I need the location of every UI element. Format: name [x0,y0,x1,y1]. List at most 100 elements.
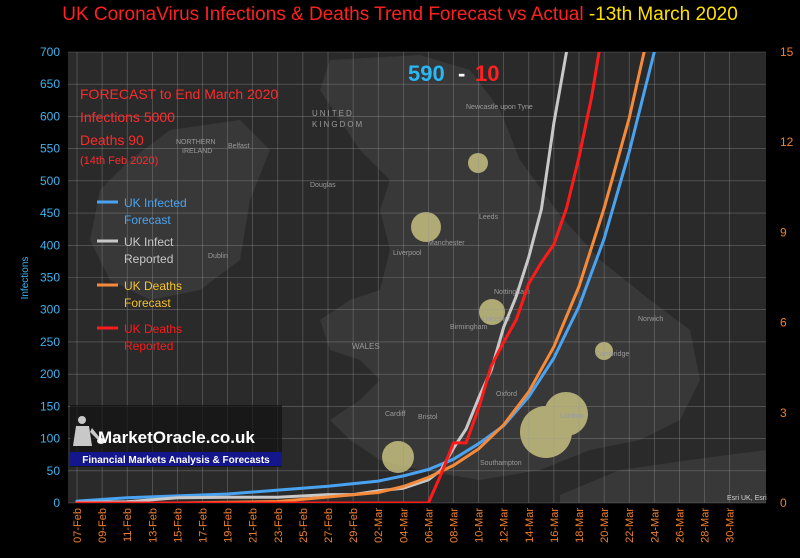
map-label: Cambridge [595,351,629,358]
legend-label: Reported [124,339,173,353]
y-tick-label: 250 [40,335,60,349]
y2-tick-label: 15 [780,45,794,59]
x-tick-label: 18-Mar [574,508,586,543]
x-tick-label: 04-Mar [398,508,410,543]
x-tick-label: 09-Feb [97,508,109,543]
y-tick-label: 200 [40,367,60,381]
logo-figure-icon [73,416,105,446]
x-tick-label: 11-Feb [122,508,134,542]
forecast-line-1: FORECAST to End March 2020 [80,86,278,102]
data-point [327,502,329,503]
data-point [477,407,480,410]
map-label: Douglas [310,182,336,189]
headline-deaths: 10 [475,61,499,86]
data-point [377,480,380,482]
legend-label: Forecast [124,296,171,310]
right-axis: 0 3 6 9 12 15 [780,45,794,510]
map-place-labels: UNITED KINGDOM NORTHERN IRELAND Belfast … [176,104,767,502]
data-point [528,390,530,393]
map-label: UNITED [312,109,354,118]
logo: MarketOracle.co.uk Financial Markets Ana… [70,405,282,467]
legend-label: Forecast [124,213,171,227]
data-point [578,156,580,159]
left-axis: 0 50 100 150 200 250 300 350 400 450 500 550 600 650 7… [40,45,60,510]
logo-tagline-bar [70,452,282,466]
data-point [628,151,630,153]
data-point [654,6,656,8]
data-point [76,502,78,503]
x-tick-label: 14-Mar [524,508,536,543]
data-point [565,52,568,53]
data-point [490,365,492,367]
forecast-line-3: Deaths 90 [80,132,144,148]
map-label: Southampton [480,460,522,467]
data-point [540,208,543,211]
data-point [427,502,430,503]
y2-tick-label: 6 [780,316,787,330]
map-label: Newcastle upon Tyne [466,104,533,111]
data-point [603,207,605,210]
data-point [515,295,518,297]
x-tick-label: 28-Mar [700,508,712,543]
y-tick-label: 300 [40,303,60,317]
map-label: NORTHERN [176,139,216,146]
data-point [565,207,568,210]
series-line-deaths-forecast [75,52,646,503]
data-point [427,476,430,479]
y-tick-label: 400 [40,238,60,252]
data-point [465,428,467,430]
legend-label: UK Deaths [124,322,182,336]
data-point [452,464,455,467]
map-label: Dublin [208,253,228,260]
data-point [176,497,179,499]
map-france [560,450,766,503]
x-tick-label: 15-Feb [172,508,184,543]
legend: UK Infected Forecast UK Infect Reported UK D… [97,196,187,353]
y-tick-label: 550 [40,142,60,156]
data-point [440,473,442,476]
chart-title: UK CoronaVirus Infections & Deaths Trend… [0,4,800,26]
y2-tick-label: 9 [780,225,787,239]
y-tick-label: 50 [47,464,61,478]
logo-tagline: Financial Markets Analysis & Forecasts [82,455,270,466]
data-point [377,491,380,494]
map-label: Leeds [479,214,499,221]
y2-tick-label: 3 [780,406,787,420]
map-label: Bristol [418,414,438,421]
map-great-britain [320,55,700,480]
headline: 590 - 10 [408,61,499,86]
map-bubble [479,299,505,325]
data-point [427,479,430,481]
map-label: Liverpool [393,250,422,257]
map-bubble [520,406,572,458]
data-point [628,117,630,119]
data-point [327,485,329,488]
x-tick-label: 24-Mar [649,508,661,543]
data-point [553,122,555,124]
x-axis: 07-Feb 09-Feb 11-Feb 13-Feb 15-Feb 17-Feb 19-F… [72,508,737,543]
map-label: Birmingham [450,324,488,331]
data-point [653,52,656,53]
data-point [515,318,518,321]
data-point [402,475,405,477]
logo-name: MarketOracle.co.uk [98,428,255,447]
y-tick-label: 600 [40,109,60,123]
forecast-line-2: Infections 5000 [80,109,175,125]
map-label: Nottingham [494,289,530,296]
map-bubble [468,153,488,173]
x-tick-label: 27-Feb [323,508,335,543]
data-point [126,497,128,499]
y-axis-label: Infections [20,257,31,300]
legend-label: UK Deaths [124,279,182,293]
data-point [226,493,229,495]
map-attribution: Esri UK, Esri [727,495,767,502]
data-point [452,458,455,460]
map-label: Oxford [496,391,517,398]
data-point [603,238,605,240]
x-tick-label: 21-Feb [248,508,260,543]
y2-tick-label: 12 [780,135,794,149]
x-tick-label: 07-Feb [72,508,84,543]
y2-tick-label: 0 [780,496,787,510]
x-tick-label: 16-Mar [549,508,561,543]
